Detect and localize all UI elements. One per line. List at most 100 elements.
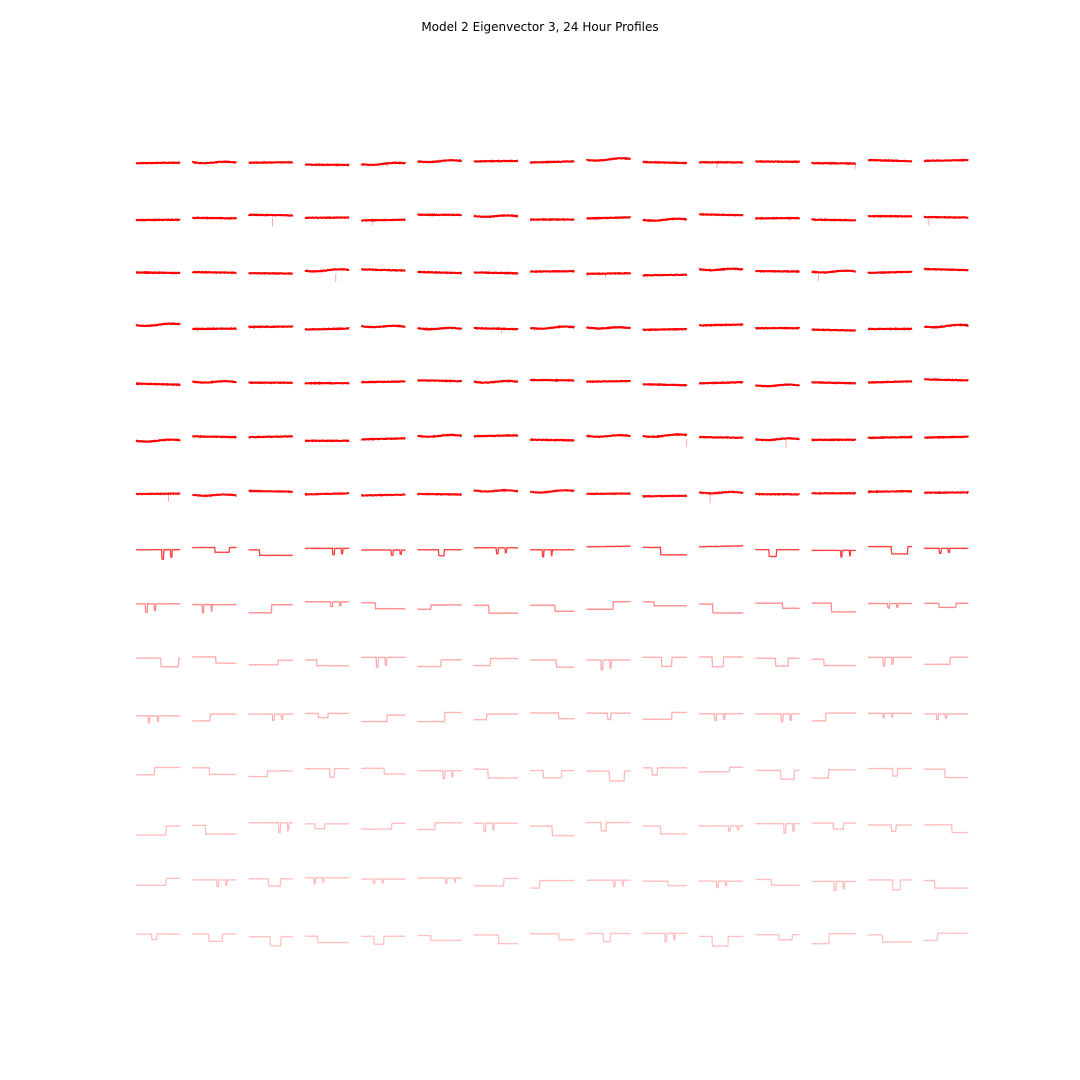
profile-line: [192, 326, 238, 331]
profile-line: [755, 878, 800, 887]
profile-line: [642, 432, 688, 439]
profile-line: [586, 932, 631, 943]
profile-line: [754, 326, 801, 330]
profile-line: [867, 656, 913, 667]
profile-line: [585, 379, 631, 384]
profile-line: [417, 378, 463, 383]
profile-line: [135, 933, 181, 941]
profile-line: [473, 433, 519, 438]
profile-line: [642, 766, 688, 777]
profile-line: [473, 379, 519, 384]
profile-line: [811, 932, 857, 945]
profile-line: [810, 161, 856, 166]
profile-line: [361, 436, 406, 441]
profile-line: [698, 435, 744, 440]
profile-line: [698, 544, 744, 548]
profile-line: [867, 823, 913, 833]
profile-line: [642, 217, 688, 223]
profile-line: [530, 269, 575, 274]
profile-line: [811, 658, 857, 667]
profile-line: [192, 932, 237, 943]
profile-line: [192, 603, 237, 614]
profile-line: [924, 323, 969, 329]
profile-line: [248, 659, 293, 666]
profile-line: [248, 548, 293, 557]
profile-line: [417, 769, 462, 780]
profile-line: [248, 713, 293, 722]
profile-line: [361, 601, 406, 610]
profile-line: [360, 656, 406, 669]
profile-line: [473, 822, 519, 833]
profile-line: [755, 712, 800, 723]
profile-line: [698, 879, 744, 889]
profile-line: [867, 379, 913, 384]
profile-line: [135, 270, 181, 275]
profile-line: [811, 328, 857, 332]
profile-line: [698, 766, 744, 773]
profile-line: [867, 712, 913, 719]
profile-line: [642, 600, 687, 607]
profile-line: [755, 436, 800, 442]
profile-line: [698, 323, 744, 327]
profile-line: [755, 269, 801, 274]
profile-line: [923, 158, 969, 163]
profile-line: [811, 491, 856, 495]
profile-line: [642, 656, 688, 668]
profile-line: [698, 712, 744, 722]
profile-line: [473, 271, 519, 275]
profile-line: [360, 161, 407, 167]
profile-line: [361, 379, 406, 384]
profile-line: [586, 878, 631, 888]
profile-line: [642, 327, 688, 332]
profile-line: [924, 602, 969, 609]
profile-line: [361, 267, 406, 272]
profile-line: [417, 711, 462, 723]
profile-line: [642, 880, 687, 887]
profile-line: [360, 218, 406, 222]
profile-line: [135, 602, 181, 614]
profile-line: [586, 545, 631, 548]
profile-line: [360, 767, 406, 775]
profile-line: [642, 494, 688, 499]
chart-title: Model 2 Eigenvector 3, 24 Hour Profiles: [421, 20, 659, 34]
profile-line: [810, 218, 857, 222]
profile-line: [811, 269, 856, 274]
profile-line: [698, 267, 744, 272]
profile-line: [529, 769, 575, 779]
profile-line: [811, 821, 857, 831]
profile-line: [530, 824, 575, 837]
profile-line: [867, 879, 913, 892]
profile-line: [755, 822, 800, 835]
profile-line: [304, 935, 350, 944]
profile-line: [304, 600, 350, 608]
profile-line: [304, 267, 350, 273]
profile-line: [923, 879, 969, 890]
profile-line: [192, 824, 237, 835]
profile-line: [867, 214, 913, 218]
profile-line: [924, 435, 969, 439]
profile-line: [304, 492, 350, 497]
profile-line: [417, 548, 462, 557]
profile-line: [135, 825, 181, 836]
profile-line: [135, 714, 181, 724]
profile-line: [473, 877, 519, 887]
profile-line: [924, 823, 969, 834]
profile-line: [811, 768, 857, 779]
profile-line: [304, 876, 350, 885]
profile-line: [417, 658, 462, 668]
profile-line: [585, 156, 631, 163]
profile-line: [360, 324, 406, 329]
profile-line: [473, 326, 519, 331]
profile-line: [698, 490, 744, 495]
profile-line: [924, 490, 970, 495]
profile-line: [923, 267, 969, 272]
profile-line: [248, 877, 293, 887]
profile-line: [529, 488, 575, 494]
profile-line: [642, 825, 688, 835]
profile-line: [248, 821, 293, 834]
profile-line: [923, 215, 969, 219]
profile-line: [586, 271, 632, 276]
profile-line: [473, 657, 519, 667]
profile-line: [755, 548, 800, 558]
profile-line: [248, 160, 294, 165]
